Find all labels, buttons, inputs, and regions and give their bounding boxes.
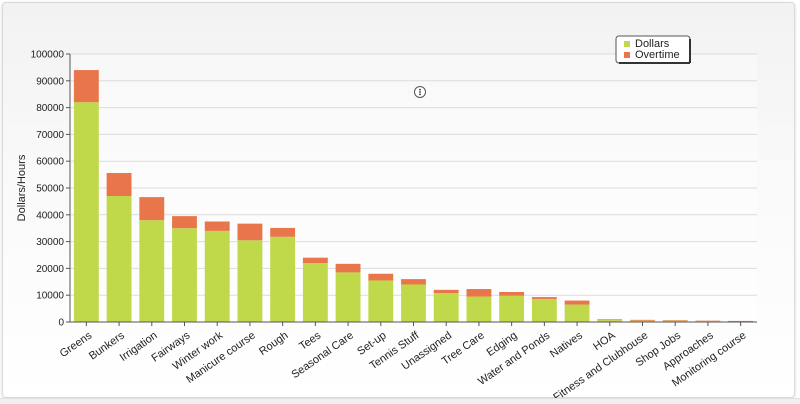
bar-overtime[interactable]: [728, 320, 754, 322]
bar-overtime[interactable]: [302, 257, 328, 264]
bar-overtime[interactable]: [335, 263, 361, 273]
y-tick-label: 100000: [31, 50, 65, 61]
x-tick-label: Natives: [548, 329, 585, 360]
bar-overtime[interactable]: [270, 227, 296, 237]
bar-overtime[interactable]: [401, 279, 426, 285]
bar-dollars[interactable]: [172, 228, 197, 322]
bar-overtime[interactable]: [630, 319, 655, 321]
bar-overtime[interactable]: [499, 291, 525, 296]
bar-overtime[interactable]: [172, 216, 197, 229]
legend-label: Dollars: [635, 38, 670, 50]
bar-dollars[interactable]: [564, 304, 590, 322]
legend-item-dollars[interactable]: Dollars: [624, 38, 670, 50]
bar-dollars[interactable]: [662, 320, 688, 322]
bar-overtime[interactable]: [564, 300, 590, 305]
bar-dollars[interactable]: [499, 295, 525, 322]
y-axis-label: Dollars/Hours: [16, 154, 28, 221]
bar-dollars[interactable]: [139, 220, 165, 322]
y-tick-label: 60000: [36, 157, 64, 168]
y-axis: 0 10000 20000 30000 40000 50000 60000 70000 8000…: [31, 50, 71, 329]
bar-dollars[interactable]: [270, 236, 296, 322]
vertical-ellipsis-icon[interactable]: [414, 86, 426, 98]
y-tick-label: 20000: [36, 264, 64, 275]
bar-overtime[interactable]: [433, 289, 459, 294]
bar-overtime[interactable]: [531, 297, 557, 299]
y-tick-label: 80000: [36, 103, 64, 114]
bar-dollars[interactable]: [237, 240, 263, 322]
bar-dollars[interactable]: [531, 298, 557, 322]
bar-overtime[interactable]: [204, 221, 230, 231]
y-tick-label: 90000: [36, 76, 64, 87]
bar-dollars[interactable]: [73, 102, 99, 323]
bar-overtime[interactable]: [662, 320, 688, 321]
bar-dollars[interactable]: [368, 280, 394, 322]
y-tick-label: 50000: [36, 184, 64, 195]
bar-dollars[interactable]: [106, 196, 132, 322]
y-tick-label: 70000: [36, 130, 64, 141]
bar-dollars[interactable]: [204, 230, 230, 322]
legend-label: Overtime: [635, 49, 680, 61]
y-tick-label: 40000: [36, 210, 64, 221]
bar-dollars[interactable]: [433, 293, 459, 322]
bar-overtime[interactable]: [695, 320, 721, 322]
legend-item-overtime[interactable]: Overtime: [624, 49, 680, 61]
bar-dollars[interactable]: [630, 320, 655, 322]
x-tick-label: Seasonal Care: [289, 330, 356, 382]
y-tick-label: 0: [58, 318, 64, 329]
bar-overtime[interactable]: [73, 70, 99, 103]
bar-dollars[interactable]: [466, 296, 492, 322]
bar-overtime[interactable]: [106, 172, 132, 197]
bars: [73, 70, 754, 323]
bar-dollars[interactable]: [302, 263, 328, 322]
bar-dollars[interactable]: [597, 320, 623, 322]
chart-panel: [2, 2, 795, 398]
bottom-scroll-bar: [0, 398, 800, 404]
bar-dollars[interactable]: [335, 272, 361, 322]
x-tick-label: Rough: [257, 330, 290, 358]
bar-overtime[interactable]: [368, 273, 394, 281]
bar-overtime[interactable]: [237, 223, 263, 241]
bar-overtime[interactable]: [597, 319, 623, 321]
bar-dollars[interactable]: [401, 284, 426, 322]
y-tick-label: 10000: [36, 291, 64, 302]
bar-overtime[interactable]: [466, 289, 492, 297]
bar-overtime[interactable]: [139, 197, 165, 221]
y-tick-label: 30000: [36, 237, 64, 248]
